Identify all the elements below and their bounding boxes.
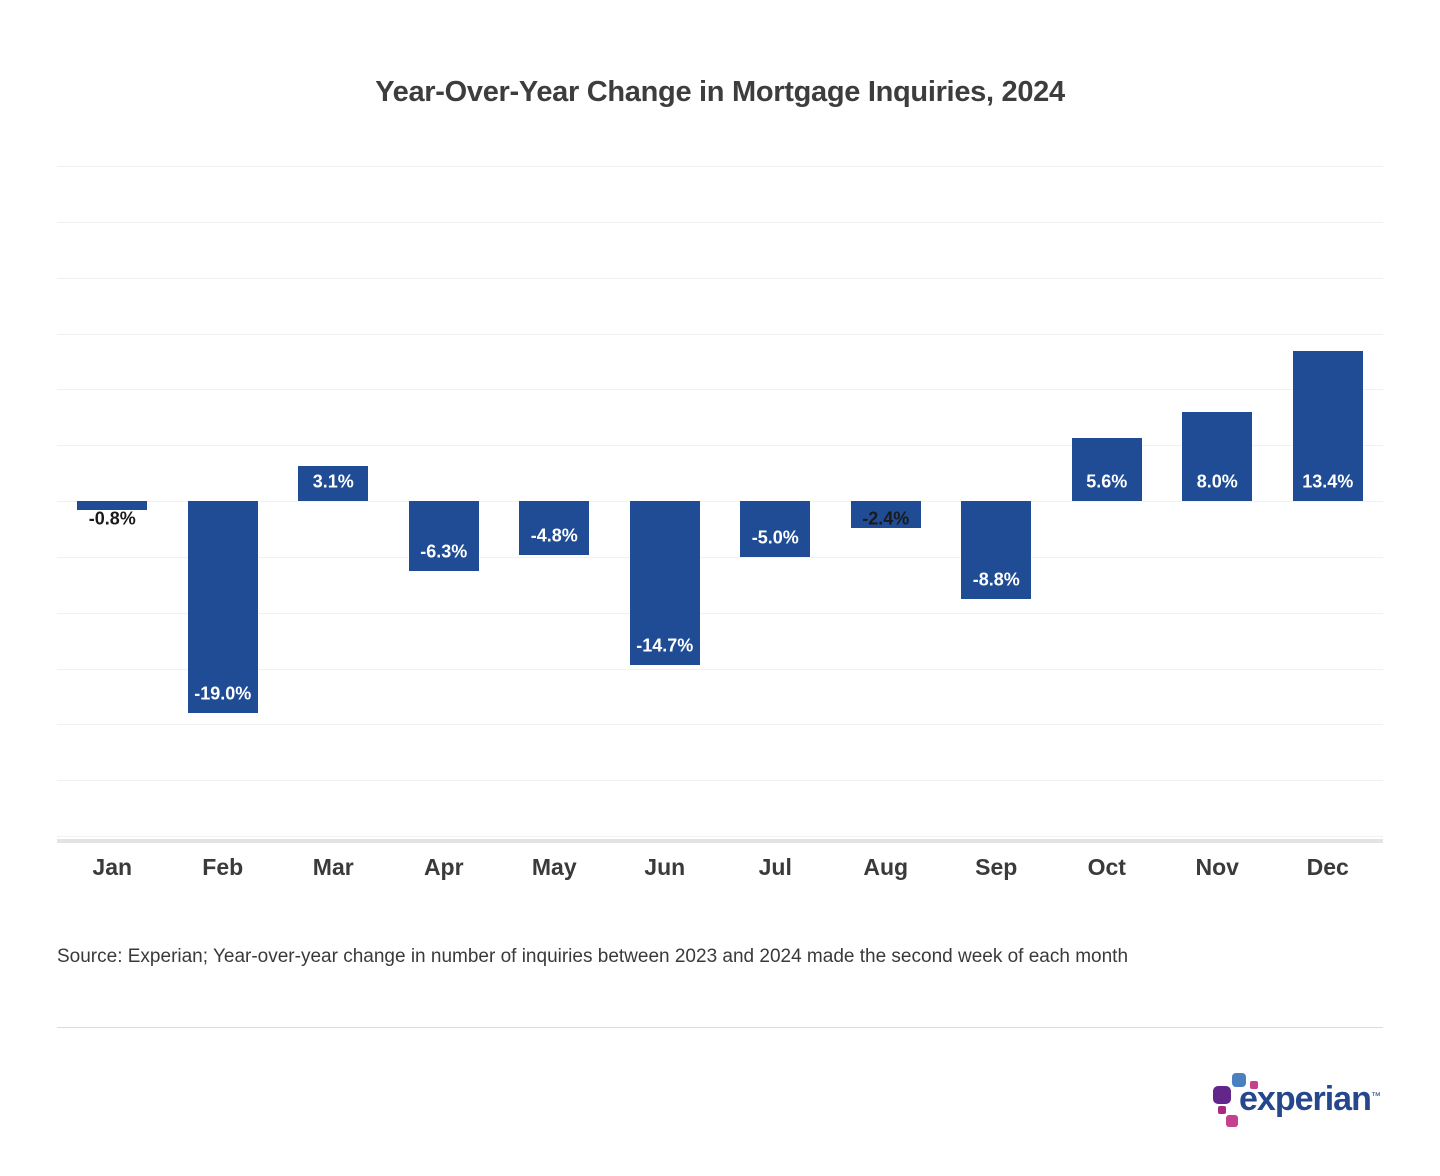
logo-wordmark: experian™ <box>1239 1080 1381 1118</box>
x-tick-mar: Mar <box>312 854 354 880</box>
x-tick-jan: Jan <box>92 854 133 880</box>
bar-dec <box>1292 351 1363 501</box>
x-tick-jul: Jul <box>758 854 792 880</box>
x-tick-dec: Dec <box>1306 854 1349 880</box>
gridline <box>57 501 1383 502</box>
bar-value-label: -8.8% <box>972 569 1020 590</box>
gridline <box>57 668 1383 670</box>
bar-value-label: -2.4% <box>862 508 910 529</box>
gridline <box>57 221 1383 223</box>
source-note: Source: Experian; Year-over-year change … <box>57 946 1129 967</box>
bar-value-label: -6.3% <box>420 541 468 562</box>
x-tick-aug: Aug <box>863 854 909 880</box>
gridline <box>57 389 1383 391</box>
experian-logo: experian™ <box>1205 1063 1400 1139</box>
bar-jul <box>740 501 811 557</box>
bar-feb <box>187 501 258 714</box>
gridline <box>57 166 1383 167</box>
bar-jun <box>629 501 700 666</box>
bar-jan <box>77 501 148 510</box>
bar-value-label: 13.4% <box>1302 471 1354 492</box>
x-tick-nov: Nov <box>1195 854 1239 880</box>
bar-aug <box>850 501 921 528</box>
gridline <box>57 333 1383 335</box>
x-tick-apr: Apr <box>423 854 464 880</box>
bar-value-label: -4.8% <box>530 525 578 546</box>
x-tick-jun: Jun <box>644 854 686 880</box>
bar-value-label: -19.0% <box>194 683 252 704</box>
logo-trademark: ™ <box>1370 1091 1381 1102</box>
gridline <box>57 724 1383 726</box>
x-axis-labels: Jan Feb Mar Apr May Jun Jul Aug Sep Oct Nov Dec <box>57 854 1383 886</box>
logo-block-magenta-tiny-icon <box>1218 1106 1226 1114</box>
gridline <box>57 445 1383 447</box>
x-tick-may: May <box>531 854 577 880</box>
gridline <box>57 780 1383 782</box>
bar-value-label: -5.0% <box>751 527 799 548</box>
x-tick-oct: Oct <box>1087 854 1126 880</box>
logo-block-magenta-small-icon <box>1250 1081 1258 1089</box>
logo-block-blue-icon <box>1232 1073 1246 1087</box>
bar-value-label: 3.1% <box>312 471 354 492</box>
gridline <box>57 277 1383 279</box>
bar-value-label: -14.7% <box>636 635 694 656</box>
gridline <box>57 556 1383 558</box>
gridline <box>57 612 1383 614</box>
bar-mar <box>298 466 369 501</box>
bar-nov <box>1182 411 1253 501</box>
x-tick-sep: Sep <box>975 854 1018 880</box>
x-tick-feb: Feb <box>202 854 244 880</box>
bar-value-label: 5.6% <box>1086 471 1128 492</box>
x-axis-line <box>57 839 1383 843</box>
bar-oct <box>1071 438 1142 501</box>
bar-apr <box>408 501 479 572</box>
bar-value-label: 8.0% <box>1196 471 1238 492</box>
bar-value-label: -0.8% <box>88 508 136 529</box>
bar-may <box>519 501 590 555</box>
gridline <box>57 836 1383 837</box>
page-title: Year-Over-Year Change in Mortgage Inquir… <box>375 76 1065 108</box>
bar-sep <box>961 501 1032 600</box>
footer-divider <box>57 1027 1383 1028</box>
plot-area: -0.8% -19.0% 3.1% -6.3% -4.8% -14.7% -5.0% -2.4… <box>57 166 1383 837</box>
logo-block-purple-icon <box>1213 1086 1231 1104</box>
logo-block-magenta-medium-icon <box>1226 1115 1238 1127</box>
